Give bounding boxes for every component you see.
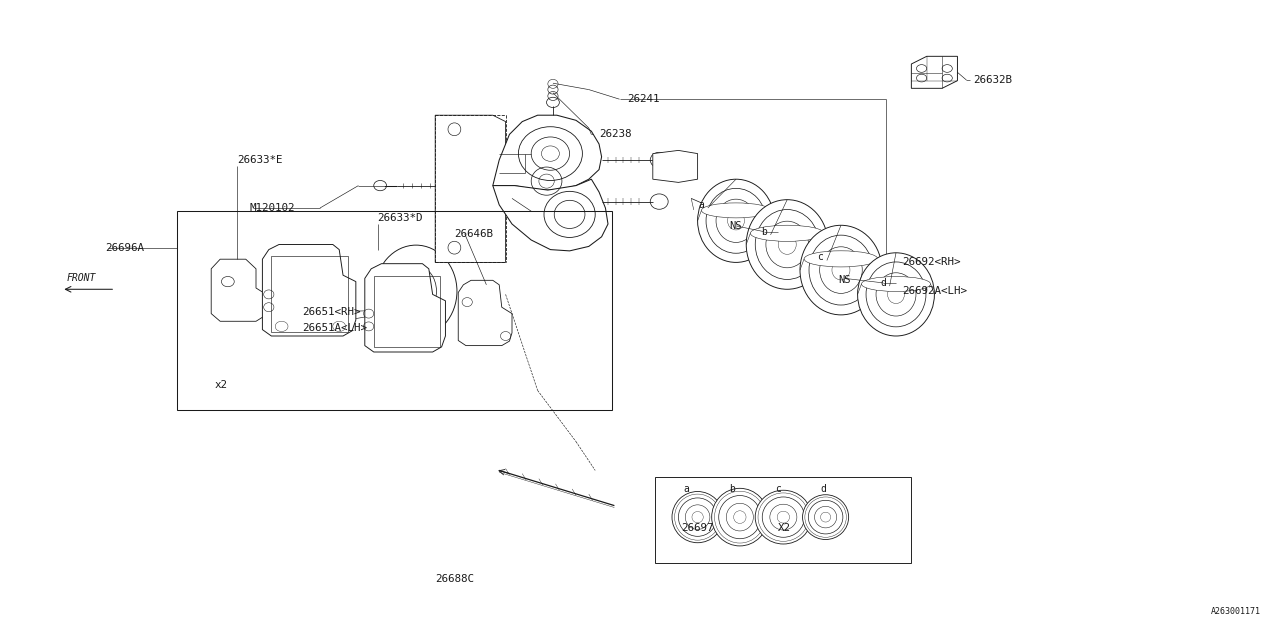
Text: M120102: M120102 bbox=[250, 203, 296, 213]
Text: 26697: 26697 bbox=[681, 523, 713, 533]
Text: b: b bbox=[762, 227, 767, 237]
Ellipse shape bbox=[518, 127, 582, 180]
Text: 26651<RH>: 26651<RH> bbox=[302, 307, 361, 317]
Text: 26692<RH>: 26692<RH> bbox=[902, 257, 961, 268]
Text: 26692A<LH>: 26692A<LH> bbox=[902, 286, 968, 296]
Ellipse shape bbox=[750, 225, 824, 241]
Ellipse shape bbox=[712, 488, 768, 546]
Text: c: c bbox=[776, 484, 781, 494]
Ellipse shape bbox=[672, 492, 723, 543]
Text: FRONT: FRONT bbox=[67, 273, 96, 283]
Text: NS: NS bbox=[838, 275, 851, 285]
Text: c: c bbox=[818, 252, 823, 262]
Text: 26696A: 26696A bbox=[105, 243, 143, 253]
Polygon shape bbox=[911, 56, 957, 88]
Bar bbox=[177, 211, 612, 410]
Text: x2: x2 bbox=[215, 380, 228, 390]
Polygon shape bbox=[211, 259, 266, 321]
Bar bbox=[271, 256, 348, 332]
Text: a: a bbox=[699, 200, 704, 210]
Polygon shape bbox=[493, 179, 608, 251]
Ellipse shape bbox=[698, 179, 774, 262]
Text: b: b bbox=[730, 484, 735, 494]
Ellipse shape bbox=[544, 191, 595, 237]
Bar bbox=[655, 477, 911, 563]
Ellipse shape bbox=[746, 200, 828, 289]
Ellipse shape bbox=[755, 490, 812, 544]
Bar bbox=[374, 276, 440, 347]
Text: A263001171: A263001171 bbox=[1211, 607, 1261, 616]
Text: 26238: 26238 bbox=[599, 129, 631, 140]
Text: X2: X2 bbox=[778, 523, 791, 533]
Ellipse shape bbox=[803, 495, 849, 540]
Text: a: a bbox=[684, 484, 689, 494]
Polygon shape bbox=[262, 244, 356, 336]
Polygon shape bbox=[435, 115, 506, 262]
Polygon shape bbox=[493, 115, 602, 190]
Text: 26651A<LH>: 26651A<LH> bbox=[302, 323, 367, 333]
Ellipse shape bbox=[800, 225, 882, 315]
Polygon shape bbox=[365, 264, 445, 352]
Ellipse shape bbox=[858, 253, 934, 336]
Text: 26633*E: 26633*E bbox=[237, 155, 283, 165]
Text: 26646B: 26646B bbox=[454, 228, 493, 239]
Polygon shape bbox=[458, 280, 512, 346]
Text: 26241: 26241 bbox=[627, 94, 659, 104]
Text: 26632B: 26632B bbox=[973, 75, 1011, 85]
Ellipse shape bbox=[701, 203, 771, 218]
Text: d: d bbox=[881, 278, 886, 288]
Ellipse shape bbox=[861, 276, 931, 291]
Polygon shape bbox=[653, 150, 698, 182]
Text: 26633*D: 26633*D bbox=[378, 212, 424, 223]
Ellipse shape bbox=[804, 251, 878, 267]
Text: d: d bbox=[820, 484, 826, 494]
Text: 26688C: 26688C bbox=[435, 574, 474, 584]
Text: NS: NS bbox=[730, 221, 742, 231]
